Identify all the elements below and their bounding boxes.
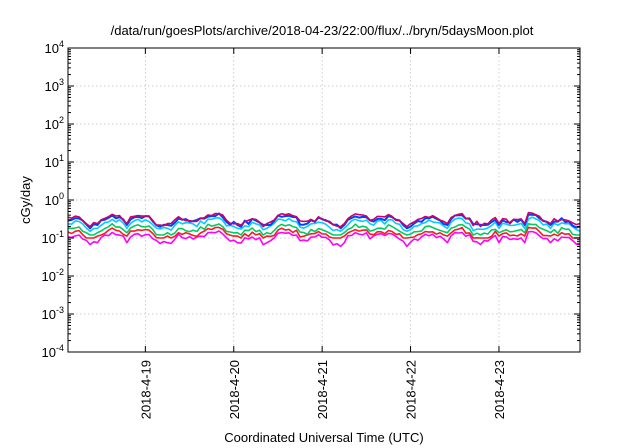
x-tick-label: 2018-4-21 <box>315 360 330 419</box>
y-axis-label: cGy/day <box>18 176 33 224</box>
x-tick-label: 2018-4-23 <box>492 360 507 419</box>
y-tick-label: 102 <box>45 115 64 132</box>
y-tick-label: 10-2 <box>42 267 64 284</box>
series-line <box>67 211 581 228</box>
y-tick-labels: 10-4 10-3 10-2 10-1 100 101 102 103 104 <box>42 39 64 360</box>
series-layer <box>67 211 581 248</box>
y-tick-label: 100 <box>45 191 64 208</box>
grid <box>68 48 580 352</box>
ticks <box>68 47 580 353</box>
y-tick-label: 103 <box>45 77 64 94</box>
y-tick-label: 10-3 <box>42 305 64 322</box>
x-tick-label: 2018-4-19 <box>138 360 153 419</box>
series-line <box>67 223 580 236</box>
series-line <box>67 226 581 239</box>
y-tick-label: 10-4 <box>42 343 64 360</box>
x-axis-label: Coordinated Universal Time (UTC) <box>224 430 423 445</box>
x-tick-label: 2018-4-22 <box>404 360 419 419</box>
x-tick-labels: 2018-4-19 2018-4-20 2018-4-21 2018-4-22 2018… <box>138 360 507 419</box>
y-tick-label: 101 <box>45 153 64 170</box>
series-line <box>67 230 581 248</box>
y-tick-label: 10-1 <box>42 229 64 246</box>
y-tick-label: 104 <box>45 39 64 56</box>
x-tick-label: 2018-4-20 <box>227 360 242 419</box>
chart-title: /data/run/goesPlots/archive/2018-04-23/2… <box>111 23 534 38</box>
series-line <box>67 216 581 233</box>
